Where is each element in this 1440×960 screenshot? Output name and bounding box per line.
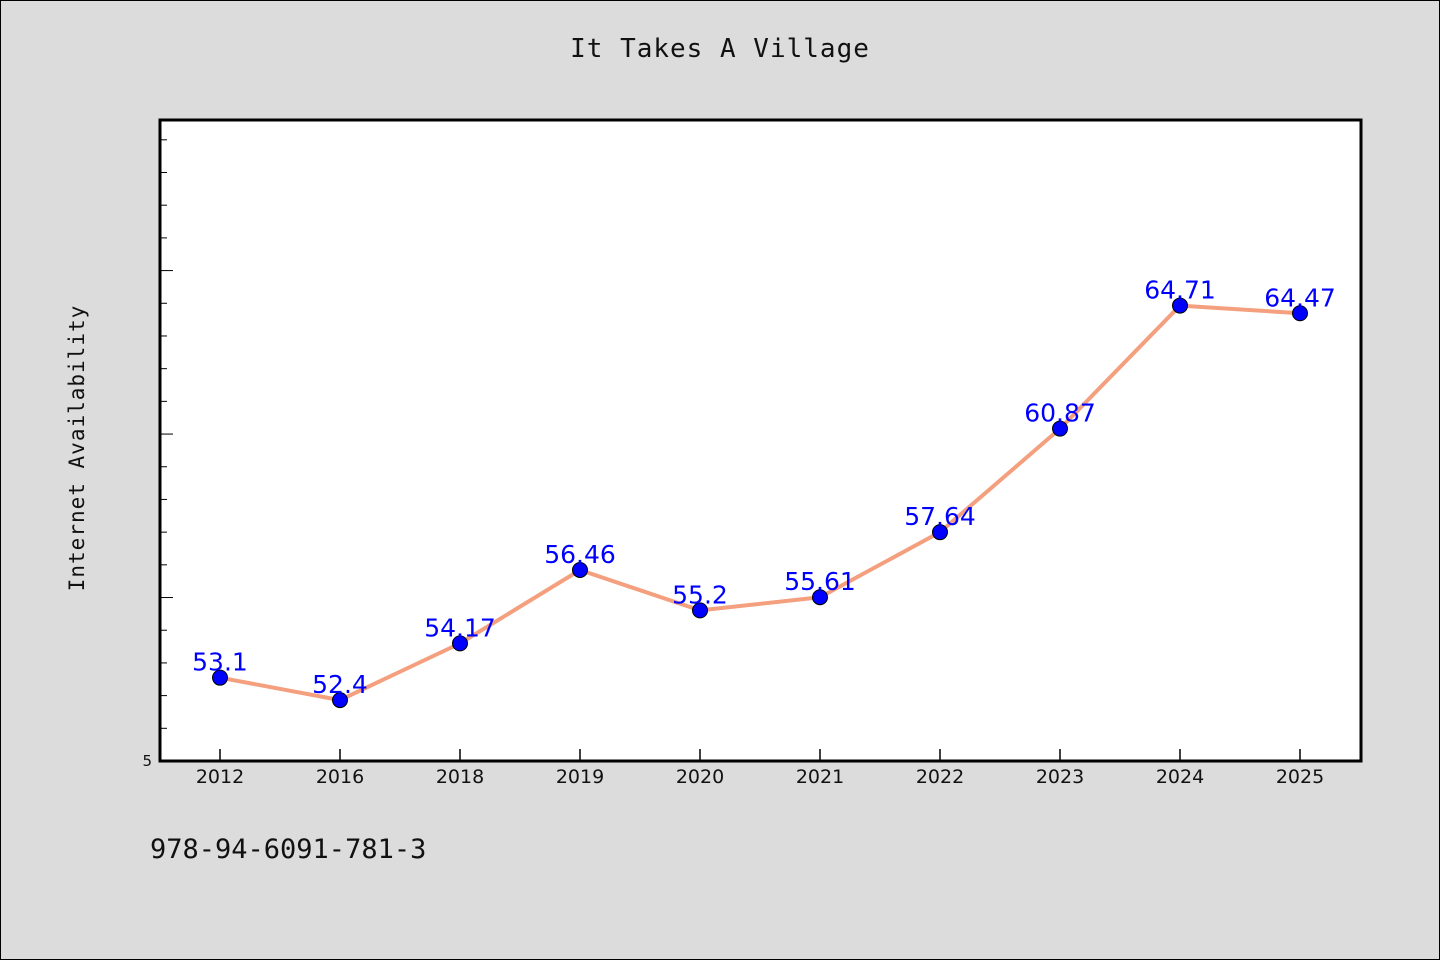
data-label: 64.71 <box>1144 276 1216 305</box>
data-label: 55.2 <box>672 580 728 609</box>
x-tick-label: 2012 <box>196 766 244 788</box>
data-point <box>452 635 468 652</box>
x-tick-label: 2023 <box>1036 766 1084 788</box>
data-label: 56.46 <box>544 540 616 569</box>
x-tick-label: 2016 <box>316 766 364 788</box>
data-label: 64.47 <box>1264 283 1336 312</box>
series-line <box>219 303 1301 703</box>
x-axis: 2012 2016 2018 2019 2020 2021 2022 2023 2024 2025 <box>196 749 1324 788</box>
y-axis-label: Internet Availability <box>65 305 89 592</box>
data-label: 53.1 <box>192 648 248 677</box>
chart-title: It Takes A Village <box>570 34 870 64</box>
y-axis-ticks <box>160 139 173 729</box>
data-point <box>212 669 228 686</box>
x-tick-label: 2024 <box>1156 766 1204 788</box>
data-label: 60.87 <box>1024 399 1096 428</box>
data-point <box>692 602 708 619</box>
data-point <box>1052 420 1068 437</box>
data-label: 57.64 <box>904 502 976 531</box>
x-tick-label: 2022 <box>916 766 964 788</box>
data-point <box>932 524 948 541</box>
isbn-code: 978-94-6091-781-3 <box>150 834 427 865</box>
data-label: 54.17 <box>424 613 496 642</box>
x-tick-label: 2019 <box>556 766 604 788</box>
data-point <box>1292 305 1308 322</box>
data-point <box>1172 297 1188 314</box>
x-tick-label: 2025 <box>1276 766 1324 788</box>
series-group: 53.1 52.4 54.17 56.46 55.2 55.61 57.64 60.87 64.… <box>192 276 1336 709</box>
y-tick-label: 5 <box>142 752 152 770</box>
x-tick-label: 2018 <box>436 766 484 788</box>
data-point <box>332 692 348 709</box>
data-point <box>572 561 588 578</box>
x-tick-label: 2020 <box>676 766 724 788</box>
x-tick-label: 2021 <box>796 766 844 788</box>
data-label: 55.61 <box>784 567 856 596</box>
data-point <box>812 589 828 606</box>
data-label: 52.4 <box>312 670 368 699</box>
plot-area <box>158 118 1363 763</box>
